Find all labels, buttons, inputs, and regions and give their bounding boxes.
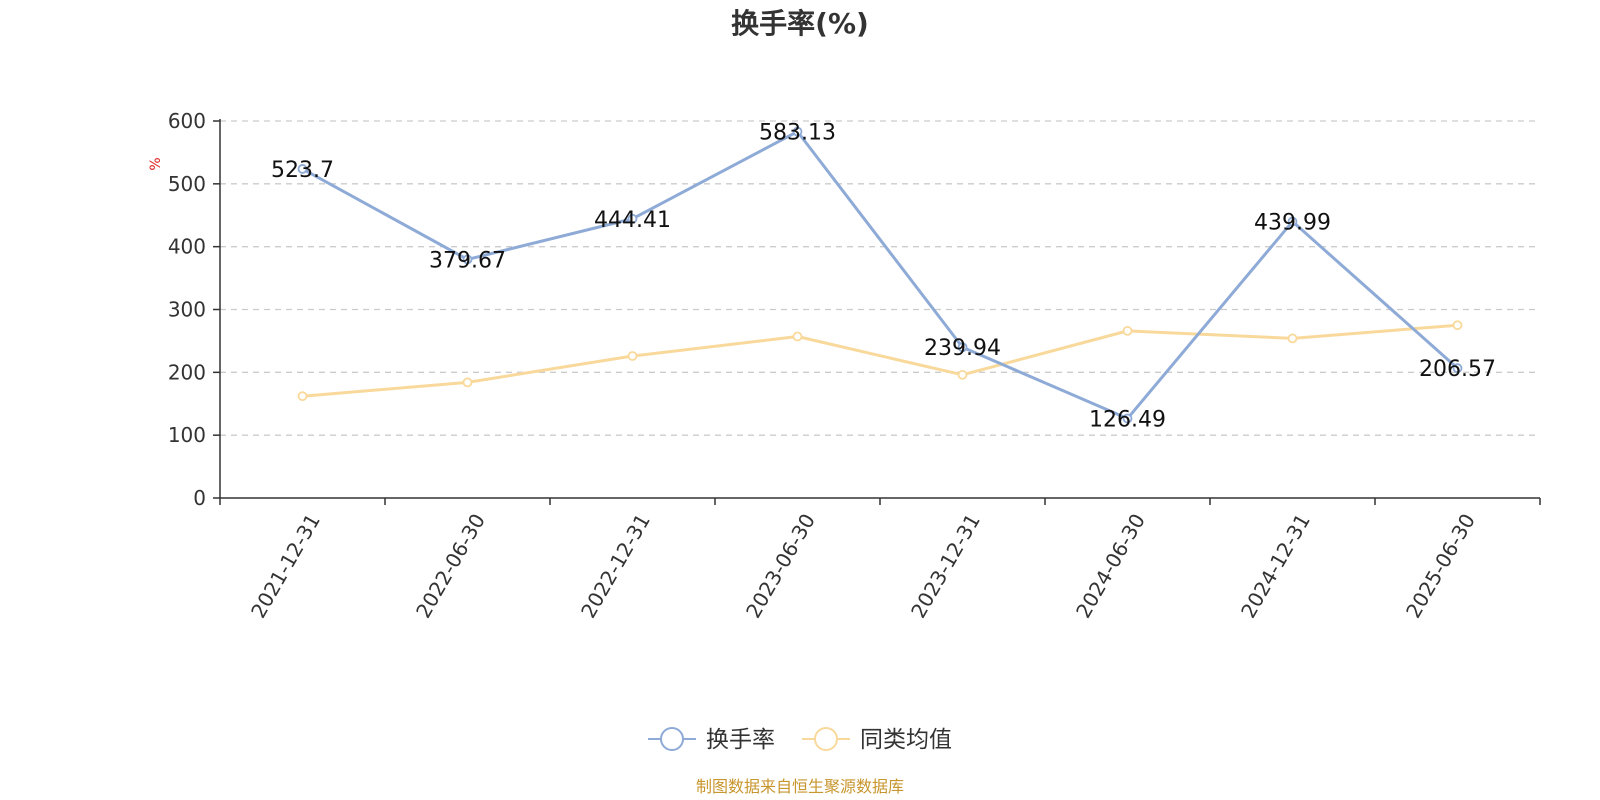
x-tick-label: 2021-12-31 xyxy=(246,510,325,623)
peer-average-series-line xyxy=(302,323,1458,398)
turnover-data-label: 583.13 xyxy=(759,121,836,146)
turnover-point[interactable] xyxy=(462,254,473,265)
y-tick-label: 0 xyxy=(193,486,206,510)
axes: 0 100 200 300 400 500 600 2021-12-31 2022-06-30 2… xyxy=(168,109,1541,623)
source-note: 制图数据来自恒生聚源数据库 xyxy=(696,777,904,796)
turnover-point[interactable] xyxy=(957,342,968,353)
y-tick-label: 100 xyxy=(168,423,206,447)
series-layer xyxy=(297,126,1463,424)
turnover-point[interactable] xyxy=(297,164,308,174)
legend-item-peer-average[interactable]: 同类均值 xyxy=(802,727,952,753)
legend-turnover-label: 换手率 xyxy=(706,727,775,753)
y-tick-label: 200 xyxy=(168,360,206,384)
turnover-series-line xyxy=(301,130,1459,421)
turnover-data-label: 239.94 xyxy=(924,336,1001,361)
y-tick-label: 600 xyxy=(168,109,206,133)
x-tick-label: 2024-06-30 xyxy=(1071,510,1150,623)
turnover-point[interactable] xyxy=(627,213,638,224)
x-tick-label: 2022-06-30 xyxy=(411,510,490,623)
peer-average-point[interactable] xyxy=(1452,320,1463,331)
x-tick-label: 2023-06-30 xyxy=(741,510,820,623)
legend-item-turnover[interactable]: 换手率 xyxy=(648,727,775,753)
peer-average-point[interactable] xyxy=(1122,325,1133,336)
turnover-point[interactable] xyxy=(1122,413,1133,424)
y-tick-label: 300 xyxy=(168,298,206,322)
turnover-data-label: 444.41 xyxy=(594,208,671,233)
turnover-data-label: 379.67 xyxy=(429,248,506,273)
chart-title: 换手率(%) xyxy=(731,7,869,40)
y-tick-label: 400 xyxy=(168,235,206,259)
x-tick-label: 2025-06-30 xyxy=(1401,510,1480,623)
legend-peer-average-label: 同类均值 xyxy=(860,727,952,753)
y-tick-label: 500 xyxy=(168,172,206,196)
turnover-point[interactable] xyxy=(792,126,803,137)
x-tick-label: 2022-12-31 xyxy=(576,510,655,623)
peer-average-point[interactable] xyxy=(297,391,308,402)
legend-peer-average-marker xyxy=(814,727,838,751)
peer-average-point[interactable] xyxy=(957,369,968,380)
turnover-point[interactable] xyxy=(1287,216,1298,227)
grid-lines xyxy=(220,120,1540,436)
legend-turnover-marker xyxy=(660,727,684,751)
x-tick-label: 2023-12-31 xyxy=(906,510,985,623)
peer-average-point[interactable] xyxy=(1287,333,1298,344)
y-axis-unit: % xyxy=(148,157,164,170)
turnover-data-label: 439.99 xyxy=(1254,211,1331,236)
data-labels: 523.7 379.67 444.41 583.13 239.94 126.49 439.9… xyxy=(271,121,1496,433)
turnover-data-label: 206.57 xyxy=(1419,357,1496,382)
x-tick-label: 2024-12-31 xyxy=(1236,510,1315,623)
legend: 换手率 同类均值 xyxy=(648,727,952,753)
turnover-data-label: 523.7 xyxy=(271,158,334,183)
peer-average-point[interactable] xyxy=(462,377,473,388)
turnover-data-label: 126.49 xyxy=(1089,408,1166,433)
peer-average-point[interactable] xyxy=(627,351,638,361)
peer-average-point[interactable] xyxy=(792,331,803,342)
turnover-point[interactable] xyxy=(1452,363,1463,374)
